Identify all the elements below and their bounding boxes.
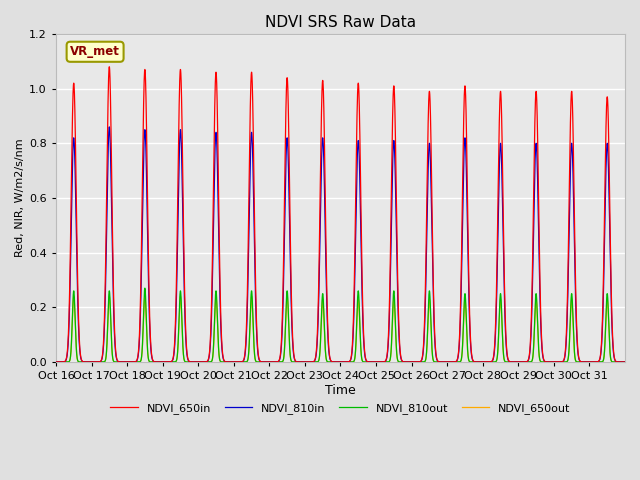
X-axis label: Time: Time <box>325 384 356 397</box>
NDVI_810in <box>52 359 60 365</box>
NDVI_650out <box>621 359 629 365</box>
NDVI_810out <box>141 285 148 291</box>
NDVI_650out <box>72 329 79 335</box>
NDVI_810in <box>329 359 337 365</box>
NDVI_650in <box>621 359 629 365</box>
Line: NDVI_650in: NDVI_650in <box>56 67 625 362</box>
NDVI_810out <box>72 326 79 332</box>
NDVI_650out <box>329 359 337 365</box>
NDVI_650in <box>52 359 60 365</box>
Line: NDVI_810out: NDVI_810out <box>56 288 625 362</box>
NDVI_810in <box>542 359 550 365</box>
Text: VR_met: VR_met <box>70 45 120 58</box>
NDVI_810out <box>542 359 550 365</box>
NDVI_650out <box>269 359 276 365</box>
NDVI_650out <box>542 359 550 365</box>
Legend: NDVI_650in, NDVI_810in, NDVI_810out, NDVI_650out: NDVI_650in, NDVI_810in, NDVI_810out, NDV… <box>106 399 575 419</box>
NDVI_650in <box>369 359 376 365</box>
NDVI_650in <box>542 359 550 365</box>
NDVI_650out <box>470 359 478 365</box>
Title: NDVI SRS Raw Data: NDVI SRS Raw Data <box>265 15 416 30</box>
NDVI_810out <box>269 359 276 365</box>
Line: NDVI_650out: NDVI_650out <box>56 296 625 362</box>
NDVI_650in <box>329 359 337 365</box>
NDVI_810out <box>621 359 629 365</box>
NDVI_810in <box>72 184 79 190</box>
NDVI_810in <box>106 124 113 130</box>
NDVI_650in <box>470 359 478 365</box>
NDVI_650in <box>106 64 113 70</box>
NDVI_650in <box>269 359 276 365</box>
NDVI_650out <box>369 359 376 365</box>
NDVI_650out <box>70 293 77 299</box>
NDVI_810out <box>369 359 376 365</box>
NDVI_650in <box>72 142 79 148</box>
NDVI_810in <box>369 359 376 365</box>
NDVI_810out <box>52 359 60 365</box>
NDVI_810in <box>470 359 478 365</box>
NDVI_810in <box>621 359 629 365</box>
Y-axis label: Red, NIR, W/m2/s/nm: Red, NIR, W/m2/s/nm <box>15 139 25 257</box>
NDVI_810in <box>269 359 276 365</box>
NDVI_650out <box>52 359 60 365</box>
Line: NDVI_810in: NDVI_810in <box>56 127 625 362</box>
NDVI_810out <box>329 359 337 365</box>
NDVI_810out <box>470 359 478 365</box>
